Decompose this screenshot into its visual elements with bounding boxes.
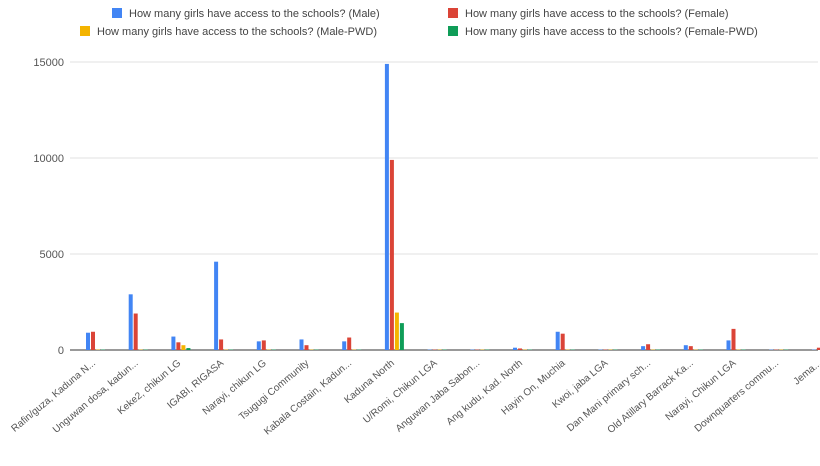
- gridlines: [70, 61, 818, 351]
- bar-7-1: [389, 159, 394, 350]
- bar-6-0: [342, 341, 347, 350]
- x-tick-label-10: Ang kudu, Kad. North: [445, 358, 525, 428]
- x-tick-label-13: Dan Mani primary sch...: [565, 358, 653, 434]
- x-tick-label-0: Rafin/guza, Kaduna N...: [10, 358, 98, 435]
- legend-swatch-3: [448, 26, 458, 36]
- bar-2-1: [176, 342, 181, 350]
- bar-4-0: [256, 341, 261, 350]
- bar-2-3: [186, 348, 191, 350]
- y-tick-label-0: 0: [58, 345, 64, 357]
- bar-0-0: [86, 332, 90, 350]
- bar-7-2: [394, 312, 399, 350]
- bar-10-1: [518, 348, 522, 350]
- bar-7-0: [384, 63, 389, 351]
- y-tick-label-5000: 5000: [40, 249, 64, 261]
- bar-11-0: [555, 331, 560, 350]
- legend-label-0: How many girls have access to the school…: [129, 8, 380, 20]
- bar-14-1: [688, 346, 693, 350]
- bar-1-1: [133, 313, 138, 350]
- bar-13-0: [641, 346, 646, 350]
- bar-11-1: [560, 333, 565, 350]
- x-tick-label-17: Jema...: [792, 358, 820, 388]
- y-axis: 0 5000 10000 15000: [33, 57, 64, 357]
- bar-15-1: [731, 328, 736, 350]
- legend-swatch-1: [448, 8, 458, 18]
- bar-6-1: [347, 337, 352, 350]
- bar-17-1: [816, 347, 820, 350]
- bars: [86, 63, 820, 351]
- bar-2-0: [171, 336, 176, 350]
- bar-3-0: [214, 261, 219, 350]
- x-tick-label-5: Tsugugi Community: [237, 358, 311, 423]
- x-tick-label-1: Unguwan dosa, kadun...: [51, 358, 141, 436]
- legend-label-2: How many girls have access to the school…: [97, 26, 377, 38]
- legend-label-1: How many girls have access to the school…: [465, 8, 729, 20]
- bar-1-0: [128, 294, 133, 350]
- bar-15-0: [726, 340, 731, 350]
- x-tick-label-6: Kabala Costain, Kadun...: [262, 358, 354, 438]
- legend-label-3: How many girls have access to the school…: [465, 26, 758, 38]
- bar-5-1: [304, 345, 309, 350]
- bar-4-1: [261, 340, 266, 350]
- x-tick-label-9: Anguwan Jaba Sabon...: [394, 358, 482, 435]
- bar-0-1: [91, 331, 95, 350]
- legend: How many girls have access to the school…: [80, 8, 758, 38]
- bar-14-0: [683, 345, 688, 350]
- legend-swatch-2: [80, 26, 90, 36]
- x-tick-label-16: Downquarters commu...: [693, 358, 781, 435]
- bar-10-0: [513, 347, 517, 350]
- bar-7-3: [399, 323, 404, 350]
- bar-2-2: [181, 345, 186, 350]
- legend-swatch-0: [112, 8, 122, 18]
- x-axis: Rafin/guza, Kaduna N...Unguwan dosa, kad…: [10, 358, 820, 438]
- y-tick-label-10000: 10000: [33, 153, 64, 165]
- y-tick-label-15000: 15000: [33, 57, 64, 69]
- x-tick-label-15: Narayi, Chikun LGA: [664, 358, 739, 423]
- bar-5-0: [299, 339, 304, 350]
- bar-13-1: [646, 344, 651, 350]
- x-tick-label-14: Old Atillary Barrack Ka...: [606, 358, 696, 436]
- bar-3-1: [219, 339, 224, 350]
- x-tick-label-8: U/Romi, Chikun LGA: [361, 358, 439, 426]
